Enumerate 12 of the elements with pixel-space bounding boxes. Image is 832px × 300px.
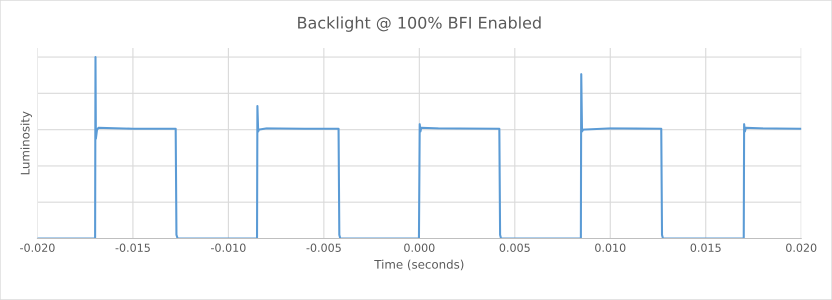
x-tick-label: 0.005: [500, 244, 530, 252]
y-axis-title: Luminosity: [20, 111, 32, 174]
x-tick-label: -0.005: [306, 244, 341, 252]
x-tick-label: 0.000: [404, 244, 434, 252]
chart-title: Backlight @ 100% BFI Enabled: [298, 16, 541, 32]
x-axis-title: Time (seconds): [374, 260, 464, 270]
x-tick-label: -0.020: [20, 244, 55, 252]
x-tick-label: 0.015: [690, 244, 721, 252]
x-tick-label: -0.010: [211, 244, 246, 252]
x-tick-label: 0.020: [786, 244, 816, 252]
x-tick-label: -0.015: [116, 244, 150, 252]
x-tick-label: 0.010: [595, 244, 626, 252]
